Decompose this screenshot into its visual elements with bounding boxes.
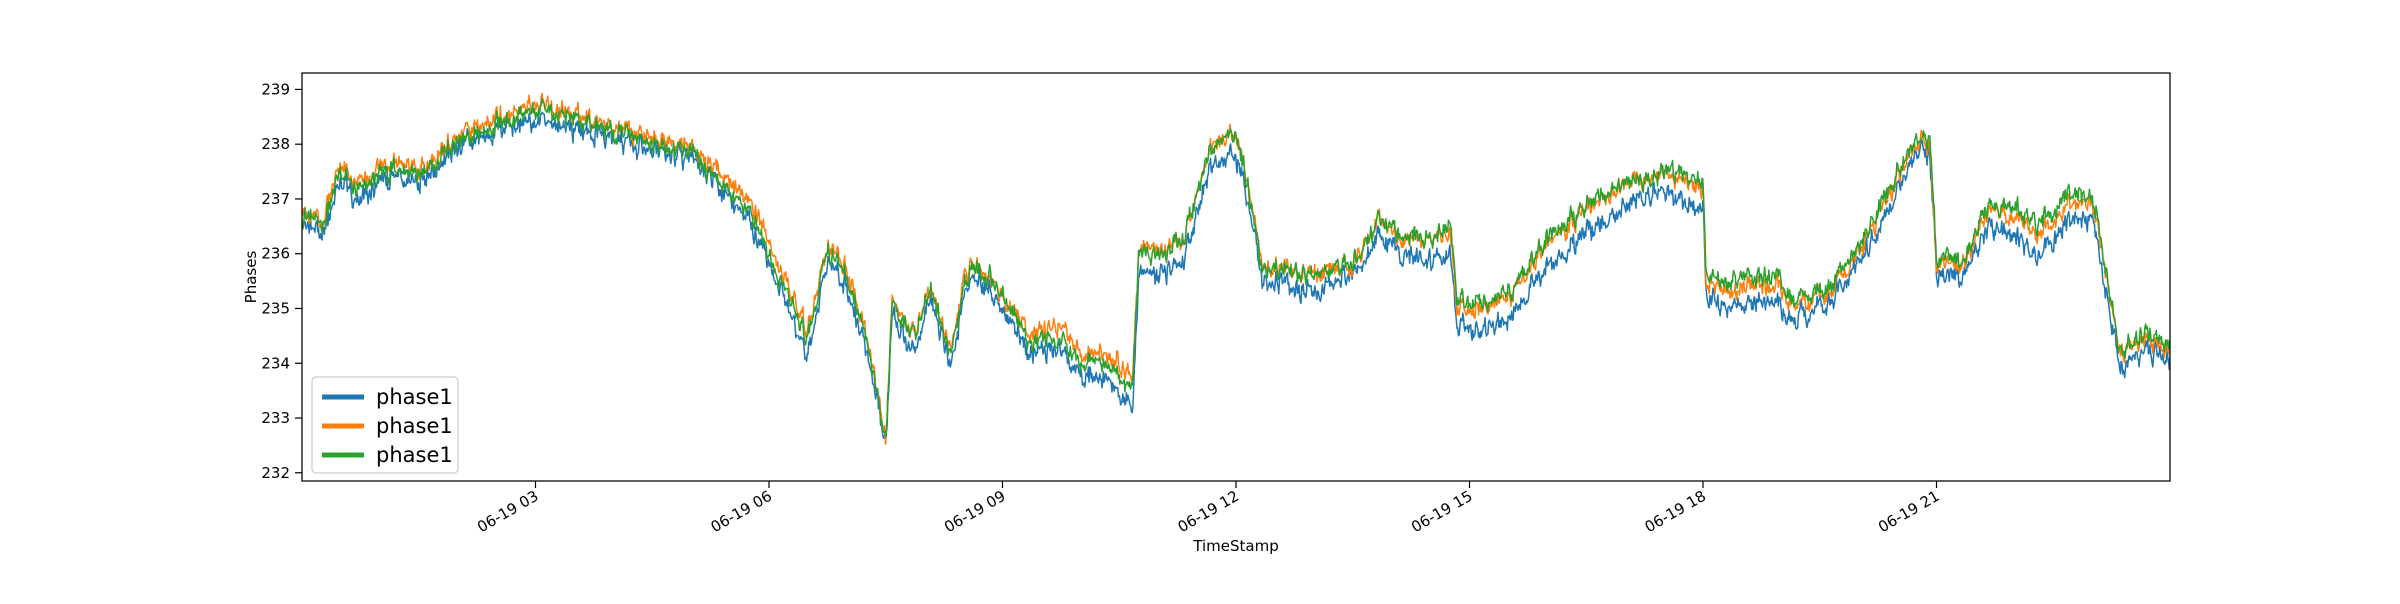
y-axis-label: Phases — [242, 251, 260, 304]
series-layer — [302, 92, 2170, 445]
legend-box — [311, 376, 459, 474]
y-tick-label: 233 — [261, 409, 290, 427]
series-line-3 — [302, 97, 2170, 438]
x-axis-label: TimeStamp — [1192, 537, 1278, 555]
y-tick-label: 232 — [261, 464, 290, 482]
legend-label-3: phase1 — [376, 443, 453, 467]
y-tick-label: 237 — [261, 190, 290, 208]
y-tick-label: 238 — [261, 135, 290, 153]
y-tick-label: 239 — [261, 80, 290, 98]
y-axis: 232 233 234 235 236 237 238 239 — [261, 80, 302, 482]
y-tick-label: 234 — [261, 354, 290, 372]
y-tick-label: 236 — [261, 245, 290, 263]
legend: phase1 phase1 phase1 — [311, 376, 459, 474]
y-tick-label: 235 — [261, 299, 290, 317]
legend-label-2: phase1 — [376, 414, 453, 438]
legend-label-1: phase1 — [376, 385, 453, 409]
